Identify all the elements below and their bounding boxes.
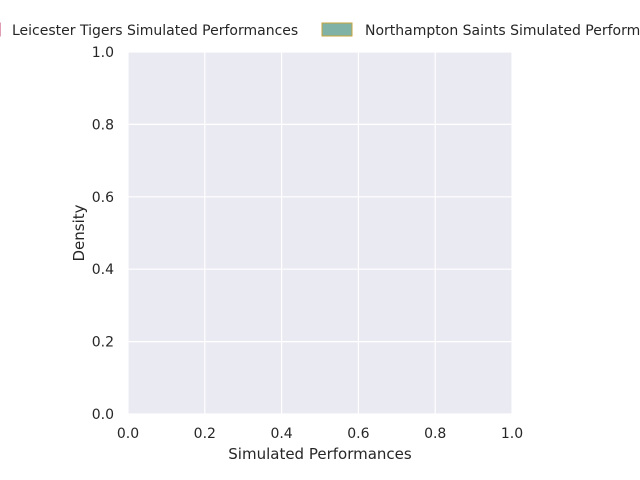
x-tick-label: 0.2 bbox=[194, 426, 216, 442]
y-tick-label: 0.6 bbox=[92, 190, 114, 206]
y-tick-label: 0.4 bbox=[92, 262, 114, 278]
y-axis: 0.0 0.2 0.4 0.6 0.8 1.0 bbox=[92, 45, 114, 423]
x-tick-label: 1.0 bbox=[501, 426, 523, 442]
y-tick-label: 0.2 bbox=[92, 335, 114, 351]
y-tick-label: 0.0 bbox=[92, 407, 114, 423]
legend-swatch bbox=[321, 22, 353, 37]
x-axis: 0.0 0.2 0.4 0.6 0.8 1.0 bbox=[117, 426, 523, 442]
x-tick-label: 0.6 bbox=[347, 426, 369, 442]
x-axis-label: Simulated Performances bbox=[228, 445, 412, 463]
x-tick-label: 0.0 bbox=[117, 426, 139, 442]
grid-lines bbox=[127, 51, 513, 415]
legend-label: Northampton Saints Simulated Performance… bbox=[365, 23, 640, 39]
y-tick-label: 0.8 bbox=[92, 117, 114, 133]
legend: Leicester Tigers Simulated Performances N… bbox=[0, 22, 640, 39]
y-axis-label: Density bbox=[70, 204, 88, 261]
x-tick-label: 0.8 bbox=[424, 426, 446, 442]
legend-label: Leicester Tigers Simulated Performances bbox=[12, 23, 298, 39]
y-tick-label: 1.0 bbox=[92, 45, 114, 61]
x-tick-label: 0.4 bbox=[270, 426, 292, 442]
plot-area bbox=[128, 52, 512, 414]
